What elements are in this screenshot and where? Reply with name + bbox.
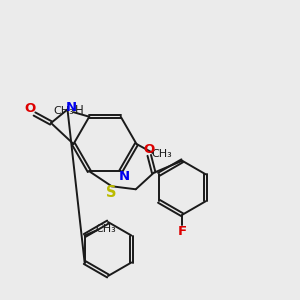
Text: N: N [66,100,77,114]
Text: CH₃: CH₃ [151,149,172,160]
Text: CH₃: CH₃ [95,224,116,234]
Text: N: N [119,170,130,183]
Text: S: S [106,185,117,200]
Text: O: O [24,102,36,115]
Text: O: O [143,143,154,156]
Text: H: H [74,104,83,118]
Text: CH₃: CH₃ [54,106,74,116]
Text: F: F [178,225,187,238]
